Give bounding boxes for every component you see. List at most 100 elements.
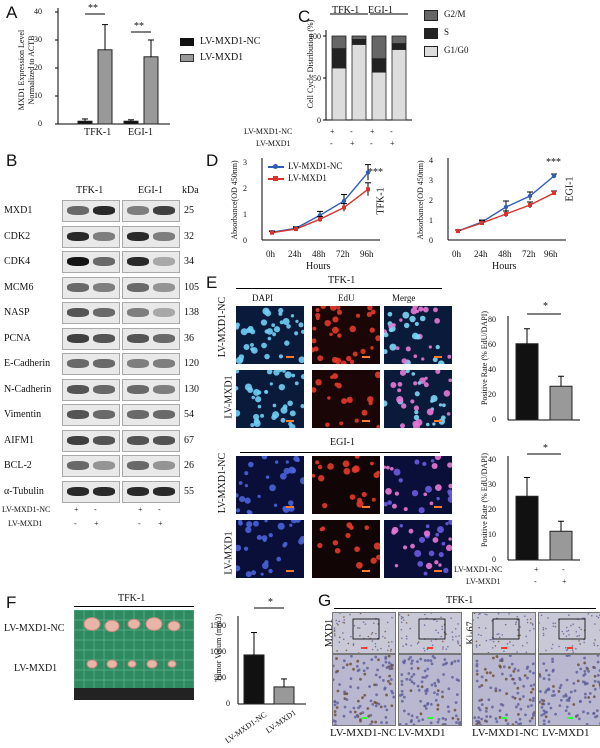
cell-nucleus bbox=[390, 382, 397, 388]
cell-nucleus bbox=[423, 382, 429, 388]
ihc-cell bbox=[475, 659, 479, 663]
ihc-cell bbox=[436, 689, 440, 692]
ihc-cell bbox=[336, 669, 339, 673]
c-legend-g1: G1/G0 bbox=[444, 45, 469, 55]
cell-nucleus bbox=[245, 571, 252, 578]
cell-nucleus bbox=[425, 485, 432, 493]
ihc-cell bbox=[512, 644, 515, 647]
wb-band bbox=[93, 435, 115, 445]
ihc-cell bbox=[383, 704, 387, 708]
cell-nucleus bbox=[352, 351, 358, 357]
ihc-cell bbox=[387, 655, 391, 658]
ihc-cell bbox=[491, 620, 493, 622]
cell-nucleus bbox=[291, 373, 296, 378]
ihc-cell bbox=[386, 621, 389, 624]
cell-nucleus bbox=[332, 316, 339, 323]
cell-nucleus bbox=[336, 309, 342, 315]
ihc-cell bbox=[456, 659, 460, 663]
a-bar bbox=[123, 120, 139, 125]
c-sign: + bbox=[370, 127, 375, 136]
wb-blot-strip bbox=[62, 276, 120, 299]
d-point bbox=[318, 217, 322, 222]
ihc-cell bbox=[451, 675, 454, 679]
f-row-label: LV-MXD1 bbox=[14, 663, 58, 674]
ihc-cell bbox=[447, 710, 451, 713]
ihc-cell bbox=[531, 687, 535, 691]
wb-blot-strip bbox=[122, 200, 180, 222]
ihc-cell bbox=[533, 628, 535, 630]
ihc-cell bbox=[583, 641, 585, 644]
cell-nucleus bbox=[300, 329, 304, 334]
cell-nucleus bbox=[434, 484, 442, 492]
ihc-cell bbox=[544, 715, 548, 719]
scale-bar bbox=[434, 570, 442, 572]
cell-nucleus bbox=[322, 502, 328, 509]
cell-nucleus bbox=[436, 496, 440, 501]
ihc-cell bbox=[578, 700, 582, 703]
e-sign: + bbox=[562, 577, 567, 586]
ihc-cell bbox=[547, 673, 551, 677]
cell-nucleus bbox=[432, 422, 436, 426]
cell-nucleus bbox=[438, 551, 444, 558]
ihc-cell bbox=[494, 645, 497, 647]
ihc-cell bbox=[526, 618, 529, 621]
cell-nucleus bbox=[247, 325, 254, 332]
ihc-cell bbox=[407, 614, 410, 616]
cell-nucleus bbox=[411, 372, 416, 376]
cell-nucleus bbox=[266, 370, 273, 375]
c-row-nc: LV-MXD1-NC bbox=[244, 127, 293, 136]
ihc-cell bbox=[542, 628, 545, 631]
cell-nucleus bbox=[240, 328, 248, 336]
ihc-cell bbox=[343, 705, 347, 709]
ihc-cell bbox=[391, 616, 393, 619]
ihc-cell bbox=[424, 613, 426, 616]
ihc-cell bbox=[378, 675, 382, 679]
cell-nucleus bbox=[320, 526, 326, 531]
ihc-cell bbox=[528, 719, 532, 723]
ihc-cell bbox=[343, 619, 346, 621]
ihc-cell bbox=[514, 720, 518, 724]
ihc-cell bbox=[518, 697, 522, 701]
edu-image bbox=[312, 306, 380, 364]
tumor-nc bbox=[167, 620, 181, 632]
ihc-cell bbox=[376, 668, 379, 672]
cell-nucleus bbox=[414, 549, 422, 558]
e-top-tick: 80 bbox=[488, 315, 496, 324]
cell-nucleus bbox=[269, 484, 276, 492]
ihc-cell bbox=[370, 633, 373, 635]
ihc-cell bbox=[421, 718, 425, 722]
e-bot-tick: 20 bbox=[488, 505, 496, 514]
wb-kda-label: 67 bbox=[184, 434, 194, 446]
d-legend-marker-mxd1 bbox=[273, 176, 278, 181]
ihc-cell bbox=[506, 643, 509, 645]
ihc-cell bbox=[582, 674, 586, 677]
ihc-cell bbox=[412, 723, 416, 725]
ihc-cell bbox=[367, 714, 371, 718]
cell-nucleus bbox=[295, 520, 301, 523]
tumor-nc bbox=[104, 619, 120, 633]
ihc-cell bbox=[597, 680, 600, 684]
wb-protein-label: α-Tubulin bbox=[4, 485, 44, 497]
ihc-cell bbox=[572, 651, 575, 653]
ihc-cell bbox=[510, 662, 514, 666]
ihc-cell bbox=[355, 713, 359, 717]
e-divider-mid bbox=[240, 452, 440, 453]
ihc-cell bbox=[504, 623, 507, 626]
ihc-cell bbox=[484, 709, 488, 713]
cell-nucleus bbox=[425, 524, 430, 529]
cell-nucleus bbox=[387, 311, 393, 317]
d-point bbox=[503, 204, 509, 210]
c-bar-segment bbox=[391, 49, 407, 121]
d-right-tick: 0 bbox=[429, 236, 433, 245]
cell-nucleus bbox=[352, 465, 360, 473]
ihc-cell bbox=[417, 641, 420, 643]
wb-band bbox=[93, 231, 115, 241]
ihc-cell bbox=[593, 687, 597, 691]
cell-nucleus bbox=[423, 530, 431, 537]
ihc-cell bbox=[353, 710, 357, 714]
cell-nucleus bbox=[370, 557, 377, 564]
cell-nucleus bbox=[375, 335, 380, 342]
cell-nucleus bbox=[332, 540, 339, 546]
cell-nucleus bbox=[299, 477, 304, 485]
ihc-cell bbox=[370, 658, 374, 662]
